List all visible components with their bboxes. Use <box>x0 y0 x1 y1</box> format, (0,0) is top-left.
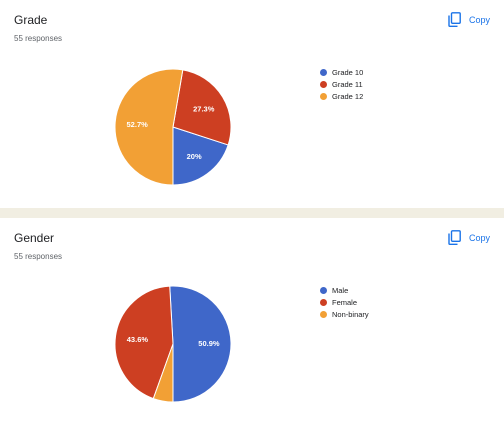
slice-label-grade-11: 27.3% <box>193 104 215 113</box>
legend-swatch <box>320 80 327 88</box>
legend-label: Grade 11 <box>332 79 363 89</box>
legend-item-female[interactable]: Female <box>320 296 369 308</box>
legend-item-non-binary[interactable]: Non-binary <box>320 308 369 320</box>
grade-chart-card: Grade 55 responses Copy 20% 27.3% 52.7% Gr… <box>0 0 504 208</box>
gender-pie-chart: 50.9% 43.6% <box>114 285 232 403</box>
copy-icon <box>448 12 461 27</box>
pie-slice-grade-11[interactable] <box>172 69 232 146</box>
legend-swatch <box>320 310 327 318</box>
legend-swatch <box>320 92 327 100</box>
chart-legend: Grade 10 Grade 11 Grade 12 <box>320 66 363 102</box>
copy-label: Copy <box>468 14 490 25</box>
slice-label-grade-12: 52.7% <box>127 120 149 129</box>
pie-slice-female[interactable] <box>114 285 174 400</box>
copy-icon <box>448 230 461 245</box>
slice-label-female: 43.6% <box>127 335 149 344</box>
pie-slice-grade-12[interactable] <box>114 68 184 186</box>
legend-item-grade-11[interactable]: Grade 11 <box>320 78 363 90</box>
chart-title: Gender <box>14 231 55 245</box>
copy-button[interactable]: Copy <box>448 12 490 27</box>
legend-label: Grade 10 <box>332 67 364 77</box>
slice-label-male: 50.9% <box>198 339 220 348</box>
response-count: 55 responses <box>14 252 63 261</box>
chart-title: Grade <box>14 13 48 27</box>
pie-slice-grade-10[interactable] <box>172 126 229 186</box>
gender-chart-card: Gender 55 responses Copy 50.9% 43.6% Male… <box>0 218 504 425</box>
legend-label: Male <box>332 285 349 295</box>
legend-item-male[interactable]: Male <box>320 284 369 296</box>
pie-slice-male[interactable] <box>169 285 232 403</box>
slice-label-grade-10: 20% <box>187 152 202 161</box>
legend-label: Grade 12 <box>332 91 364 101</box>
legend-label: Non-binary <box>332 309 369 319</box>
legend-swatch <box>320 286 327 294</box>
legend-label: Female <box>332 297 358 307</box>
copy-button[interactable]: Copy <box>448 230 490 245</box>
legend-swatch <box>320 68 327 76</box>
chart-legend: Male Female Non-binary <box>320 284 369 320</box>
copy-label: Copy <box>468 232 490 243</box>
legend-swatch <box>320 298 327 306</box>
grade-pie-chart: 20% 27.3% 52.7% <box>114 68 232 186</box>
legend-item-grade-10[interactable]: Grade 10 <box>320 66 363 78</box>
legend-item-grade-12[interactable]: Grade 12 <box>320 90 363 102</box>
response-count: 55 responses <box>14 34 63 43</box>
pie-slice-non-binary[interactable] <box>152 343 174 403</box>
